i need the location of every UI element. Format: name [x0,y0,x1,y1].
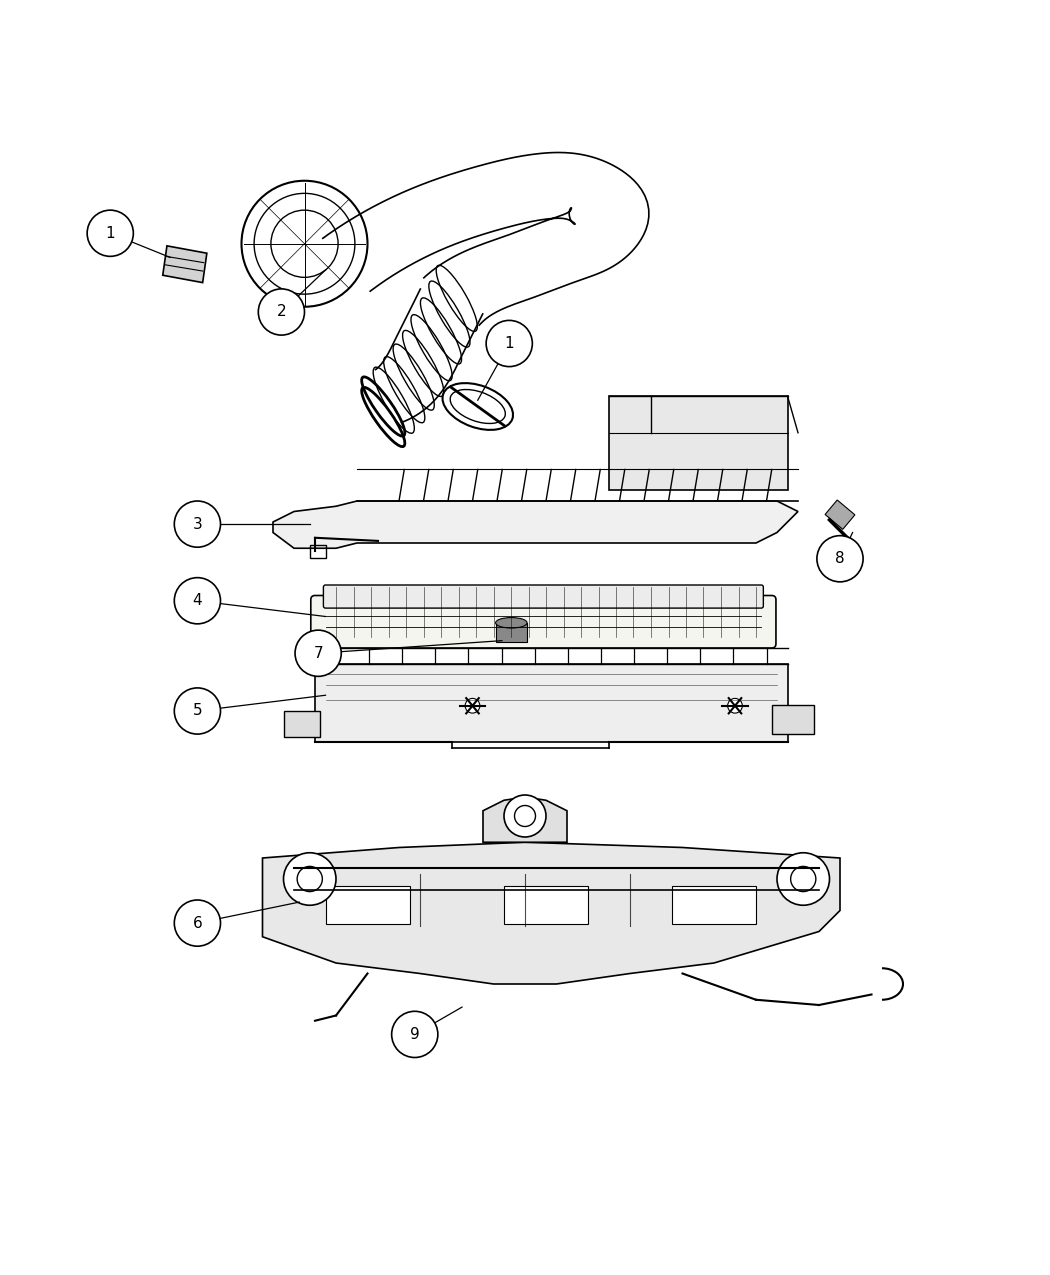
Circle shape [777,853,830,905]
Circle shape [258,289,304,335]
Bar [504,886,588,924]
Circle shape [87,210,133,256]
Circle shape [174,501,220,547]
Bar [772,705,814,734]
Circle shape [297,867,322,891]
Text: 5: 5 [192,704,203,719]
Circle shape [728,699,742,713]
Circle shape [392,1011,438,1057]
Circle shape [465,699,480,713]
FancyBboxPatch shape [311,595,776,648]
Polygon shape [163,246,207,283]
Bar [326,886,410,924]
Text: 2: 2 [276,305,287,320]
FancyBboxPatch shape [609,397,788,491]
Text: 9: 9 [410,1026,420,1042]
Circle shape [295,630,341,676]
Text: 6: 6 [192,915,203,931]
FancyBboxPatch shape [315,664,788,742]
Text: 8: 8 [835,551,845,566]
FancyBboxPatch shape [323,585,763,608]
Polygon shape [273,501,798,548]
Polygon shape [483,797,567,843]
Circle shape [817,536,863,581]
Polygon shape [825,500,855,529]
Bar [310,546,326,557]
Text: 1: 1 [504,337,514,351]
Text: 1: 1 [105,226,116,241]
Circle shape [514,806,536,826]
Circle shape [174,900,220,946]
Circle shape [174,578,220,623]
Bar [496,622,527,641]
Text: 7: 7 [313,645,323,660]
Circle shape [486,320,532,367]
Circle shape [791,867,816,891]
Polygon shape [262,843,840,984]
Bar [284,711,320,737]
Bar [672,886,756,924]
Circle shape [504,796,546,836]
Text: 4: 4 [192,593,203,608]
Circle shape [284,853,336,905]
Ellipse shape [496,617,527,629]
Circle shape [174,688,220,734]
Text: 3: 3 [192,516,203,532]
